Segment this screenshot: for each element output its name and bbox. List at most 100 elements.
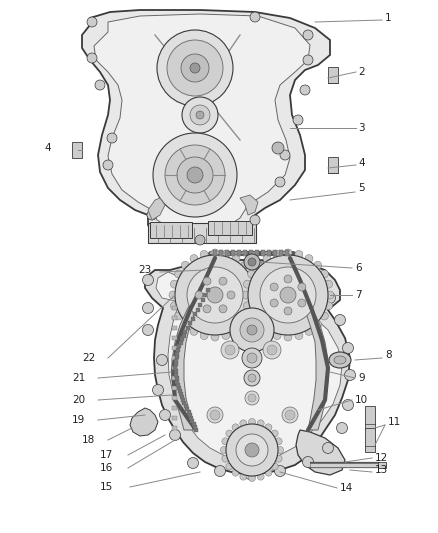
Circle shape	[271, 463, 278, 470]
Circle shape	[248, 394, 256, 402]
Bar	[179, 341, 183, 345]
Circle shape	[251, 280, 260, 288]
Text: 1: 1	[385, 13, 392, 23]
Circle shape	[343, 343, 353, 353]
Circle shape	[265, 424, 272, 431]
Circle shape	[263, 341, 281, 359]
Circle shape	[275, 465, 286, 477]
Bar	[188, 321, 192, 325]
Circle shape	[195, 291, 203, 299]
Circle shape	[222, 332, 230, 340]
Polygon shape	[156, 266, 342, 460]
Circle shape	[142, 325, 153, 335]
Text: 7: 7	[355, 290, 362, 300]
Text: 16: 16	[100, 463, 113, 473]
Circle shape	[260, 267, 316, 323]
Circle shape	[170, 302, 178, 310]
Bar	[172, 416, 177, 420]
Text: 17: 17	[100, 450, 113, 460]
Circle shape	[147, 210, 157, 220]
Circle shape	[285, 410, 295, 420]
Text: 20: 20	[72, 395, 85, 405]
Circle shape	[220, 447, 227, 454]
Circle shape	[242, 291, 250, 299]
Bar	[175, 379, 180, 384]
Circle shape	[320, 312, 328, 320]
Circle shape	[244, 280, 251, 288]
Circle shape	[232, 255, 240, 263]
Circle shape	[230, 308, 274, 352]
Ellipse shape	[329, 352, 351, 368]
Polygon shape	[82, 10, 330, 243]
Circle shape	[240, 473, 247, 480]
Circle shape	[211, 333, 219, 341]
Circle shape	[336, 423, 347, 433]
Circle shape	[248, 474, 255, 481]
Circle shape	[263, 255, 271, 263]
Circle shape	[303, 456, 314, 467]
Circle shape	[240, 420, 247, 427]
Circle shape	[232, 424, 239, 431]
Circle shape	[284, 333, 292, 341]
Bar	[182, 334, 186, 337]
Circle shape	[265, 469, 272, 476]
Circle shape	[167, 40, 223, 96]
Circle shape	[257, 473, 264, 480]
Text: 15: 15	[100, 482, 113, 492]
Text: 8: 8	[385, 350, 392, 360]
Circle shape	[322, 442, 333, 454]
Bar	[225, 250, 229, 256]
Circle shape	[247, 270, 256, 278]
Bar	[219, 250, 223, 256]
Circle shape	[280, 150, 290, 160]
Circle shape	[87, 53, 97, 63]
Circle shape	[253, 291, 261, 299]
Bar	[279, 250, 283, 256]
Circle shape	[175, 270, 183, 278]
Text: 11: 11	[388, 417, 401, 427]
Bar	[328, 67, 338, 83]
Circle shape	[226, 463, 233, 470]
Bar	[176, 383, 180, 387]
Circle shape	[219, 277, 227, 285]
Circle shape	[280, 287, 296, 303]
Polygon shape	[148, 198, 165, 220]
Circle shape	[335, 314, 346, 326]
Circle shape	[190, 105, 210, 125]
Circle shape	[142, 303, 153, 313]
Bar	[175, 355, 179, 359]
Circle shape	[303, 30, 313, 40]
Circle shape	[210, 410, 220, 420]
Bar	[184, 404, 188, 408]
Text: 6: 6	[355, 263, 362, 273]
Circle shape	[273, 332, 281, 340]
Circle shape	[165, 145, 225, 205]
Circle shape	[305, 255, 313, 263]
Bar	[328, 157, 338, 173]
Circle shape	[200, 251, 208, 259]
Circle shape	[325, 293, 336, 303]
Circle shape	[203, 305, 211, 313]
Circle shape	[295, 251, 303, 259]
Bar	[191, 422, 196, 426]
Circle shape	[242, 348, 262, 368]
Text: 10: 10	[355, 395, 368, 405]
Polygon shape	[130, 408, 158, 436]
Text: 2: 2	[358, 67, 364, 77]
Circle shape	[247, 312, 255, 320]
Bar	[187, 410, 191, 414]
Bar	[198, 303, 202, 307]
Bar	[174, 373, 178, 377]
Circle shape	[156, 354, 167, 366]
Circle shape	[107, 133, 117, 143]
Circle shape	[196, 111, 204, 119]
Circle shape	[298, 299, 306, 307]
Circle shape	[207, 407, 223, 423]
Bar	[172, 406, 177, 410]
Text: 12: 12	[375, 453, 388, 463]
Bar	[188, 413, 192, 417]
Circle shape	[190, 327, 198, 335]
Bar	[249, 250, 253, 256]
Circle shape	[226, 430, 233, 437]
Bar	[365, 406, 375, 430]
